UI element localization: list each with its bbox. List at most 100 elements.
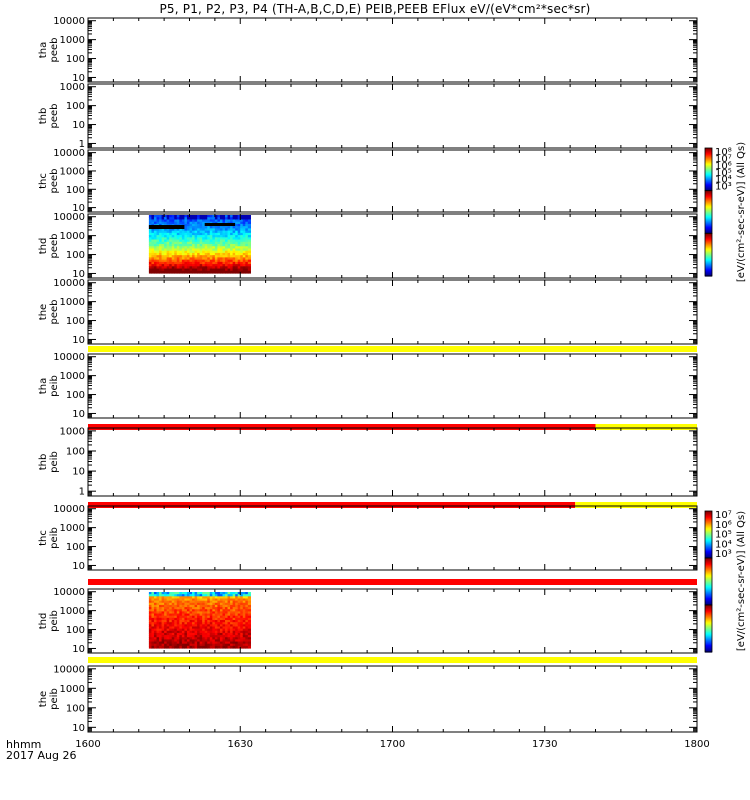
spectrogram-cell	[230, 643, 234, 647]
spectrogram-cell	[164, 266, 168, 270]
spectrogram-cell	[207, 268, 211, 272]
spectrogram-cell	[235, 641, 239, 645]
colorbar-swatch	[705, 597, 712, 600]
spectrogram-cell	[192, 607, 196, 610]
spectrogram-cell	[176, 221, 180, 225]
spectrogram-cell	[207, 626, 211, 630]
spectrogram-cell	[184, 620, 188, 623]
colorbar-swatch	[705, 593, 712, 596]
spectrogram-cell	[242, 607, 246, 610]
spectrogram-cell	[199, 600, 203, 604]
spectrogram-cell	[186, 228, 191, 232]
spectrogram-cell	[227, 609, 231, 612]
spectrogram-cell	[212, 592, 216, 595]
colorbar-swatch	[705, 219, 712, 222]
spectrogram-cell	[209, 626, 213, 630]
spectrogram-cell	[192, 268, 196, 272]
the-peeb-label-probe: the	[38, 304, 49, 320]
spectrogram-cell	[222, 219, 226, 223]
spectrogram-cell	[189, 596, 193, 600]
spectrogram-cell	[151, 217, 155, 221]
spectrogram-cell	[161, 235, 165, 238]
y-tick-label: 1000	[60, 82, 85, 93]
spectrogram-cell	[186, 259, 191, 263]
spectrogram-cell	[204, 624, 208, 628]
spectrogram-cell	[181, 617, 186, 621]
spectrogram-cell	[166, 596, 170, 600]
spectrogram-cell	[217, 230, 221, 234]
spectrogram-cell	[171, 635, 175, 638]
spectrogram-cell	[219, 602, 224, 606]
spectrogram-cell	[245, 611, 249, 615]
spectrogram-cell	[176, 257, 180, 261]
spectrogram-cell	[171, 639, 175, 643]
spectrogram-cell	[199, 257, 203, 261]
spectrogram-cell	[237, 592, 241, 595]
spectrogram-cell	[212, 228, 216, 232]
spectrogram-cell	[217, 607, 221, 610]
spectrogram-cell	[217, 635, 221, 638]
spectrogram-cell	[166, 622, 170, 625]
spectrogram-cell	[232, 604, 236, 608]
spectrogram-cell	[189, 250, 193, 254]
spectrogram-cell	[207, 261, 211, 265]
spectrogram-cell	[148, 264, 153, 267]
spectrogram-cell	[242, 250, 246, 254]
colorbar-swatch	[705, 516, 712, 519]
spectrogram-cell	[148, 252, 153, 256]
y-tick-label: 10000	[53, 352, 85, 363]
spectrogram-cell	[237, 259, 241, 263]
spectrogram-cell	[156, 639, 160, 643]
tha-peib-label-probe: tha	[38, 378, 49, 394]
spectrogram-cell	[176, 266, 180, 270]
colorbar-swatch	[705, 613, 712, 615]
spectrogram-cell	[222, 635, 226, 638]
spectrogram-cell	[186, 241, 191, 245]
the-peib-label-product: peib	[49, 688, 60, 710]
spectrogram-cell	[171, 596, 175, 600]
colorbar-swatch	[705, 534, 712, 537]
spectrogram-cell	[232, 615, 236, 619]
spectrogram-cell	[174, 600, 178, 604]
spectrogram-cell	[169, 624, 173, 628]
spectrogram-cell	[217, 600, 221, 604]
spectrogram-cell	[230, 592, 234, 595]
spectrogram-cell	[153, 592, 158, 595]
colorbar-swatch	[705, 246, 712, 248]
spectrogram-cell	[192, 628, 196, 632]
spectrogram-cell	[204, 223, 236, 226]
x-tick-label: 1730	[532, 739, 557, 750]
colorbar-tick-label: 10³	[715, 182, 732, 193]
spectrogram-cell	[235, 219, 239, 223]
colorbar-swatch	[705, 546, 712, 549]
spectrogram-cell	[194, 228, 198, 232]
spectrogram-cell	[212, 624, 216, 628]
spectrogram-cell	[214, 270, 219, 274]
spectrogram-cell	[153, 221, 158, 225]
spectrogram-cell	[181, 594, 186, 597]
colorbar-swatch	[705, 167, 712, 169]
spectrogram-cell	[171, 228, 175, 232]
spectrogram-cell	[184, 268, 188, 272]
spectrogram-cell	[237, 637, 241, 640]
spectrogram-cell	[161, 639, 165, 643]
y-tick-label: 1000	[60, 606, 85, 617]
spectrogram-cell	[166, 643, 170, 647]
spectrogram-cell	[247, 235, 251, 238]
spectrogram-cell	[222, 620, 226, 623]
spectrogram-cell	[235, 615, 239, 619]
spectrogram-cell	[176, 592, 180, 595]
spectrogram-cell	[156, 215, 160, 218]
spectrogram-cell	[199, 594, 203, 597]
spectrogram-cell	[202, 592, 206, 595]
spectrogram-cell	[219, 270, 224, 274]
spectrogram-cell	[186, 239, 191, 243]
colorbar-swatch	[705, 166, 712, 168]
spectrogram-cell	[184, 239, 188, 243]
spectrogram-cell	[181, 598, 186, 602]
spectrogram-cell	[161, 255, 165, 258]
spectrogram-cell	[237, 620, 241, 623]
spectrogram-cell	[247, 617, 251, 621]
